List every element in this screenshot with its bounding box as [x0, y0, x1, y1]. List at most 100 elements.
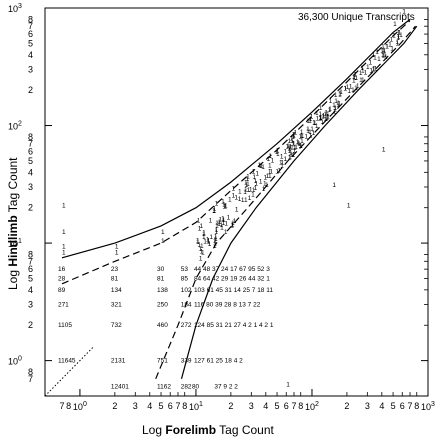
dense-one-label: 1	[280, 153, 284, 160]
dense-one-label: 1	[269, 168, 273, 175]
dense-one-label: 1	[293, 148, 297, 155]
dense-one-label: 1	[223, 203, 227, 210]
dense-one-label: 1	[265, 182, 269, 189]
count-label: 321	[111, 302, 122, 309]
count-label: 23	[111, 266, 119, 273]
count-label: 282	[181, 384, 192, 391]
count-label: 1162	[157, 384, 171, 391]
dense-one-label: 1	[202, 230, 206, 237]
dense-one-label: 1	[364, 70, 368, 77]
dense-one-label: 1	[199, 255, 203, 262]
dense-one-label: 1	[209, 234, 213, 241]
dense-one-label: 1	[369, 68, 373, 75]
dense-one-label: 1	[284, 156, 288, 163]
dense-one-label: 1	[290, 152, 294, 159]
dense-one-label: 1	[399, 32, 403, 39]
y-minor-label: 4	[28, 285, 33, 295]
dense-one-label: 1	[220, 225, 224, 232]
dense-one-label: 1	[352, 78, 356, 85]
dense-one-label: 1	[243, 189, 247, 196]
dense-one-label: 1	[346, 84, 350, 91]
count-row-label: 84 64 42 29 19 26 44 32 1	[194, 275, 270, 282]
dense-one-label: 1	[254, 178, 258, 185]
dense-one-label: 1	[306, 128, 310, 135]
x-tick-label: 101	[189, 401, 203, 412]
dense-one-label: 1	[397, 33, 401, 40]
dense-one-label: 1	[326, 114, 330, 121]
dense-one-label: 1	[276, 147, 280, 154]
dense-one-label: 1	[293, 145, 297, 152]
y-minor-label: 7	[28, 21, 33, 31]
dense-one-label: 1	[324, 116, 328, 123]
x-tick-label: 103	[421, 401, 435, 412]
count-row-label: 116 80 39 28 8 13 7 22	[194, 302, 261, 309]
y-minor-label: 3	[28, 182, 33, 192]
dense-one-label: 1	[359, 70, 363, 77]
dense-one-label: 1	[245, 182, 249, 189]
x-minor-label: 7	[175, 401, 180, 411]
dense-one-label: 1	[383, 52, 387, 59]
x-minor-label: 3	[133, 401, 138, 411]
y-minor-label: 5	[28, 38, 33, 48]
dense-one-label: 1	[252, 187, 256, 194]
dense-one-label: 1	[299, 143, 303, 150]
dense-one-label: 1	[328, 106, 332, 113]
x-minor-label: 8	[182, 401, 187, 411]
dense-one-label: 1	[290, 144, 294, 151]
dense-one-label: 1	[366, 64, 370, 71]
dense-one-label: 1	[199, 246, 203, 253]
dense-one-label: 1	[334, 98, 338, 105]
x-minor-label: 8	[66, 401, 71, 411]
y-minor-label: 3	[28, 300, 33, 310]
dense-one-label: 1	[196, 237, 200, 244]
count-label: 2131	[111, 358, 126, 365]
dense-one-label: 1	[231, 192, 235, 199]
dense-one-label: 1	[200, 243, 204, 250]
dense-one-label: 1	[215, 201, 219, 208]
dense-one-label: 1	[336, 100, 340, 107]
dense-one-label: 1	[252, 174, 256, 181]
dense-one-label: 1	[316, 115, 320, 122]
dense-one-label: 1	[310, 114, 314, 121]
count-row-label: 124 85 31 21 27 4 2 1 4 2 1	[194, 322, 274, 329]
dense-one-label: 1	[339, 89, 343, 96]
dense-one-label: 1	[381, 53, 385, 60]
dense-one-label: 1	[268, 163, 272, 170]
count-label: 271	[58, 302, 69, 309]
count-label: 1105	[58, 322, 72, 329]
dense-one-label: 1	[276, 151, 280, 158]
y-minor-label: 5	[28, 273, 33, 283]
dense-one-label: 1	[318, 111, 322, 118]
dense-one-label: 1	[296, 139, 300, 146]
dense-one-label: 1	[310, 126, 314, 133]
x-minor-label: 5	[391, 401, 396, 411]
y-minor-label: 4	[28, 167, 33, 177]
dense-one-label: 1	[200, 249, 204, 256]
dense-one-label: 1	[338, 92, 342, 99]
dense-one-label: 1	[356, 83, 360, 90]
dense-one-label: 1	[349, 83, 353, 90]
x-minor-label: 8	[298, 401, 303, 411]
y-minor-label: 2	[28, 320, 33, 330]
dense-one-label: 1	[271, 157, 275, 164]
dense-one-label: 1	[343, 86, 347, 93]
dense-one-label: 1	[288, 154, 292, 161]
upper-solid-curve	[61, 18, 411, 259]
x-minor-label: 6	[400, 401, 405, 411]
x-axis-title-bold: Forelimb	[165, 423, 216, 437]
y-minor-label: 7	[28, 139, 33, 149]
dense-one-label: 1	[202, 231, 206, 238]
dense-one-label: 1	[395, 39, 399, 46]
dense-one-label: 1	[290, 135, 294, 142]
dense-one-label: 1	[231, 222, 235, 229]
count-label: 250	[157, 302, 168, 309]
count-one-label: 1	[62, 243, 66, 250]
dense-one-label: 1	[228, 196, 232, 203]
dense-one-label: 1	[333, 107, 337, 114]
y-minor-label: 6	[28, 264, 33, 274]
y-minor-label: 4	[28, 50, 33, 60]
dense-one-label: 1	[374, 66, 378, 73]
dense-one-label: 1	[258, 163, 262, 170]
dense-one-label: 1	[262, 186, 266, 193]
y-minor-label: 8	[28, 14, 33, 24]
